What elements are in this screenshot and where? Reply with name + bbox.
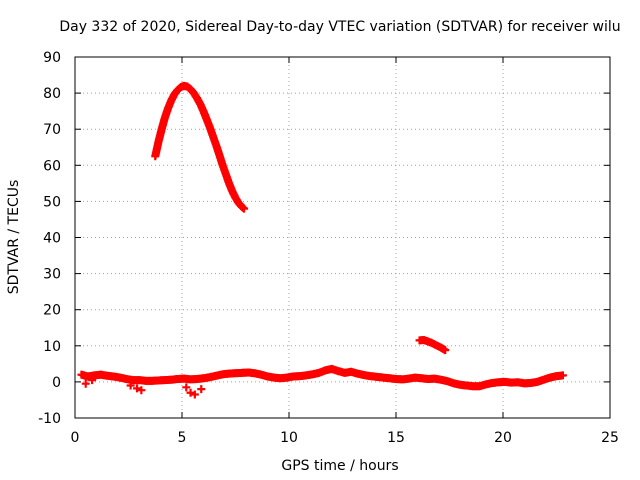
- data-points: [77, 81, 567, 399]
- data-point: [186, 388, 195, 397]
- y-tick-label: 10: [43, 339, 61, 355]
- series-arc-mid: [415, 336, 450, 355]
- data-point: [133, 384, 142, 393]
- x-tick-label: 15: [387, 430, 405, 446]
- series-low-branches: [81, 376, 206, 399]
- data-point: [182, 383, 191, 392]
- y-tick-label: 20: [43, 303, 61, 319]
- y-tick-label: 0: [52, 375, 61, 391]
- y-tick-label: -10: [38, 411, 61, 427]
- series-baseline: [77, 364, 567, 391]
- y-tick-label: 70: [43, 122, 61, 138]
- y-tick-label: 90: [43, 50, 61, 66]
- data-point: [197, 385, 206, 394]
- grid-layer: [75, 57, 610, 418]
- y-tick-label: 40: [43, 231, 61, 247]
- y-tick-label: 80: [43, 86, 61, 102]
- y-axis-label: SDTVAR / TECUs: [6, 180, 22, 295]
- y-tick-label: 30: [43, 267, 61, 283]
- data-point: [190, 390, 199, 399]
- data-point: [137, 386, 146, 395]
- chart-title: Day 332 of 2020, Sidereal Day-to-day VTE…: [59, 19, 620, 35]
- y-tick-label: 50: [43, 194, 61, 210]
- data-point: [240, 204, 249, 213]
- data-point: [126, 381, 135, 390]
- data-point: [558, 371, 567, 380]
- y-tick-label: 60: [43, 158, 61, 174]
- x-tick-label: 25: [601, 430, 619, 446]
- x-tick-label: 0: [71, 430, 80, 446]
- x-tick-label: 5: [178, 430, 187, 446]
- x-tick-label: 20: [494, 430, 512, 446]
- plot-frame: [74, 56, 611, 419]
- x-tick-label: 10: [280, 430, 298, 446]
- tick-labels: 0 5 10 15 20 25 -10 0 10 20 30 40 50 60 70 80 90: [38, 50, 619, 446]
- series-arc-high: [151, 81, 249, 213]
- data-point: [81, 379, 90, 388]
- x-axis-label: GPS time / hours: [281, 458, 398, 474]
- data-point: [88, 376, 97, 385]
- data-point: [441, 346, 450, 355]
